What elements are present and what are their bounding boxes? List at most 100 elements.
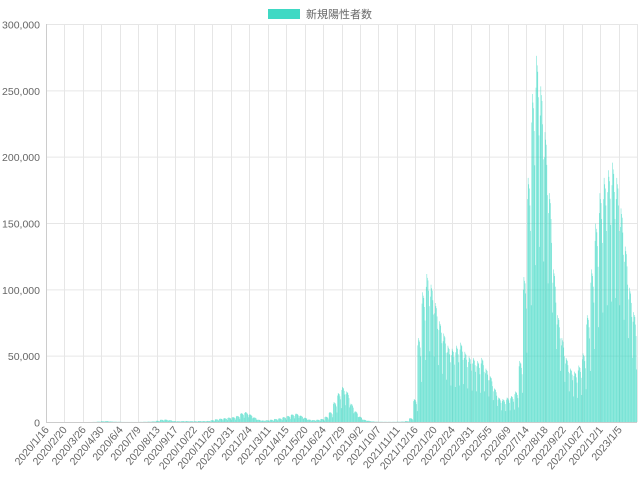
bar [503, 400, 505, 422]
bar [318, 419, 320, 422]
bar [576, 382, 578, 422]
bar [257, 419, 259, 422]
bar [350, 403, 352, 422]
bar [440, 325, 441, 422]
bar [589, 370, 591, 422]
bar [463, 357, 465, 422]
bar [336, 406, 337, 422]
bar [270, 419, 272, 422]
bar [532, 93, 533, 422]
bar [298, 415, 299, 422]
bar [291, 414, 293, 422]
y-tick-label: 300,000 [2, 20, 40, 32]
bar [595, 228, 597, 422]
bar [437, 365, 439, 422]
bar [360, 417, 362, 422]
bar [551, 242, 552, 422]
bar [570, 368, 571, 422]
bar [207, 420, 208, 422]
bar [252, 417, 254, 422]
bar [164, 419, 166, 422]
bar [501, 401, 503, 422]
bar [569, 373, 571, 422]
bar [282, 417, 283, 422]
bar [185, 421, 187, 422]
bar [500, 400, 501, 422]
bar [612, 169, 614, 422]
bar [564, 356, 565, 422]
bar [635, 336, 637, 422]
bar [207, 420, 209, 422]
bar [565, 363, 566, 422]
bar [484, 391, 486, 422]
bar [172, 421, 173, 422]
bar [515, 392, 517, 422]
bar [260, 420, 261, 422]
bar [411, 418, 413, 422]
bar [316, 419, 317, 422]
bar [471, 390, 473, 422]
bar [264, 421, 266, 422]
bar [184, 421, 185, 422]
bar [346, 392, 348, 422]
bar [355, 411, 357, 422]
legend[interactable]: 新規陽性者数 [0, 6, 640, 22]
bar [490, 377, 492, 422]
bar [313, 420, 314, 422]
bar [557, 315, 558, 422]
bar [483, 365, 484, 422]
bar [370, 421, 372, 422]
bar [482, 359, 483, 422]
bar [613, 173, 615, 422]
bar [591, 269, 592, 422]
bar [479, 367, 480, 422]
bar [483, 371, 485, 422]
bar [624, 246, 626, 422]
bar [590, 282, 592, 422]
bar [269, 419, 271, 422]
bar [303, 418, 305, 422]
bar [460, 344, 462, 422]
bar [417, 345, 419, 422]
bar [305, 417, 306, 422]
bar [602, 312, 604, 422]
bar [109, 421, 111, 422]
bar [583, 356, 585, 422]
bar [259, 419, 261, 422]
bar [251, 416, 253, 422]
bar [354, 411, 356, 422]
bar [357, 416, 359, 422]
bar [416, 404, 417, 422]
bar [410, 418, 411, 422]
y-tick-label: 200,000 [2, 152, 40, 164]
bar [530, 230, 531, 422]
bar [251, 415, 252, 422]
bar [246, 413, 248, 422]
bar [326, 416, 328, 422]
bar [466, 367, 468, 422]
bar [588, 319, 589, 422]
bar [156, 420, 158, 422]
bar [204, 421, 205, 422]
y-axis-ticks: 0 50,000 100,000 150,000 200,000 250,000 300,0… [2, 20, 40, 430]
bar [510, 396, 512, 422]
bar [166, 419, 167, 422]
bar [230, 418, 232, 422]
bar [289, 417, 291, 422]
bar [589, 338, 590, 422]
bar [485, 368, 487, 422]
bar [279, 418, 280, 422]
bar [101, 421, 103, 422]
bar [276, 419, 278, 422]
bar [240, 413, 242, 422]
bar [238, 417, 240, 422]
bar [339, 396, 341, 422]
bar [235, 419, 236, 422]
bar [159, 419, 161, 422]
bar [518, 366, 520, 422]
bar [340, 408, 342, 422]
y-tick-label: 100,000 [2, 285, 40, 297]
bar [243, 415, 244, 422]
bar [106, 421, 107, 422]
bar [161, 419, 163, 422]
